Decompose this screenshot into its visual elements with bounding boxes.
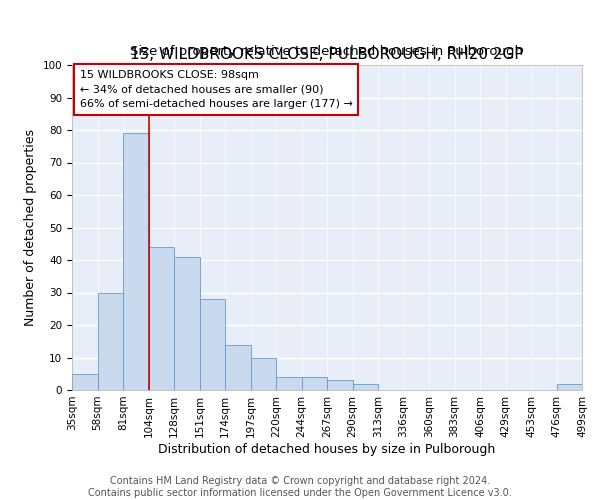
Bar bbox=[199, 299, 225, 390]
Text: 15 WILDBROOKS CLOSE: 98sqm
← 34% of detached houses are smaller (90)
66% of semi: 15 WILDBROOKS CLOSE: 98sqm ← 34% of deta… bbox=[80, 70, 353, 110]
X-axis label: Distribution of detached houses by size in Pulborough: Distribution of detached houses by size … bbox=[158, 442, 496, 456]
Bar bbox=[123, 133, 149, 390]
Bar bbox=[225, 344, 251, 390]
Bar bbox=[327, 380, 353, 390]
Bar bbox=[97, 292, 123, 390]
Bar bbox=[557, 384, 582, 390]
Bar bbox=[251, 358, 276, 390]
Bar bbox=[302, 377, 327, 390]
Title: 15, WILDBROOKS CLOSE, PULBOROUGH, RH20 2GP: 15, WILDBROOKS CLOSE, PULBOROUGH, RH20 2… bbox=[130, 48, 524, 62]
Bar bbox=[276, 377, 302, 390]
Bar bbox=[149, 247, 174, 390]
Text: Size of property relative to detached houses in Pulborough: Size of property relative to detached ho… bbox=[131, 46, 523, 59]
Bar bbox=[174, 257, 199, 390]
Bar bbox=[72, 374, 97, 390]
Text: Contains HM Land Registry data © Crown copyright and database right 2024.
Contai: Contains HM Land Registry data © Crown c… bbox=[88, 476, 512, 498]
Bar bbox=[353, 384, 378, 390]
Y-axis label: Number of detached properties: Number of detached properties bbox=[24, 129, 37, 326]
